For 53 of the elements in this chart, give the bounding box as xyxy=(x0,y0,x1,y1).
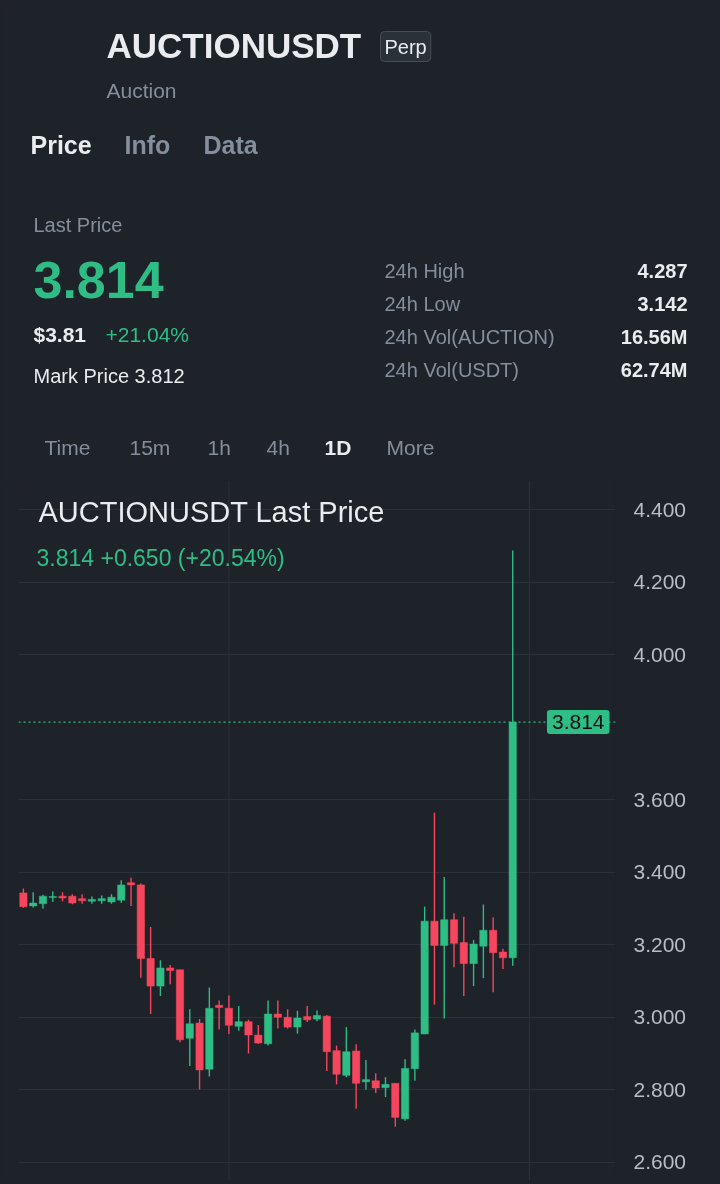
text: Data xyxy=(203,130,259,159)
candlestick xyxy=(127,876,135,907)
text: 1h xyxy=(207,436,231,459)
text: More xyxy=(386,436,435,459)
candlestick xyxy=(156,959,165,997)
text: $3.81 xyxy=(33,323,87,346)
candlestick xyxy=(499,948,507,970)
text: Mark Price 3.812 xyxy=(33,364,185,387)
text: 3.814 +0.650 (+20.54%) xyxy=(36,544,285,571)
text: Time xyxy=(44,436,91,459)
candlestick xyxy=(254,1024,263,1045)
y-tick-label: 2.800 xyxy=(633,1077,687,1101)
text: 16.56M xyxy=(620,325,688,348)
y-tick-label: 4.000 xyxy=(633,642,687,666)
candlestick xyxy=(362,1059,370,1091)
text: 24h High xyxy=(384,259,465,282)
text: Perp xyxy=(384,35,427,58)
text: Last Price xyxy=(33,213,123,236)
text: 24h Vol(USDT) xyxy=(384,358,519,381)
text: 15m xyxy=(129,436,171,459)
y-tick-label: 3.600 xyxy=(633,787,687,811)
candlestick xyxy=(381,1076,390,1098)
y-tick-label: 3.000 xyxy=(633,1005,687,1029)
candlestick xyxy=(489,916,498,993)
text: 3.814 xyxy=(33,250,164,309)
candlestick xyxy=(225,994,233,1035)
text: 4h xyxy=(266,436,290,459)
candlestick xyxy=(215,999,224,1031)
text: 24h Low xyxy=(384,292,461,315)
text: 62.74M xyxy=(620,358,688,381)
text: 1D xyxy=(324,436,352,459)
text: Info xyxy=(124,130,171,159)
text: 3.142 xyxy=(637,292,688,315)
text: 24h Vol(AUCTION) xyxy=(384,325,555,348)
candlestick xyxy=(371,1072,380,1094)
candlestick xyxy=(185,1008,194,1067)
y-tick-label: 4.200 xyxy=(633,570,687,594)
candlestick xyxy=(244,1019,253,1055)
candlestick xyxy=(19,887,28,909)
text: 4.287 xyxy=(637,259,688,282)
y-tick-label: 3.400 xyxy=(633,860,687,884)
y-tick-label: 3.200 xyxy=(633,932,687,956)
text: Auction xyxy=(106,79,177,102)
text: AUCTIONUSDT Last Price xyxy=(38,495,385,528)
candlestick xyxy=(234,1005,243,1032)
candlestick xyxy=(293,1010,302,1035)
ref-line-label: 3.814 xyxy=(551,710,605,734)
text: Price xyxy=(30,130,92,159)
y-tick-label: 4.400 xyxy=(633,497,687,521)
y-tick-label: 2.600 xyxy=(633,1150,687,1174)
text: AUCTIONUSDT xyxy=(106,26,362,65)
text: +21.04% xyxy=(105,323,189,346)
candlestick xyxy=(342,1026,351,1078)
